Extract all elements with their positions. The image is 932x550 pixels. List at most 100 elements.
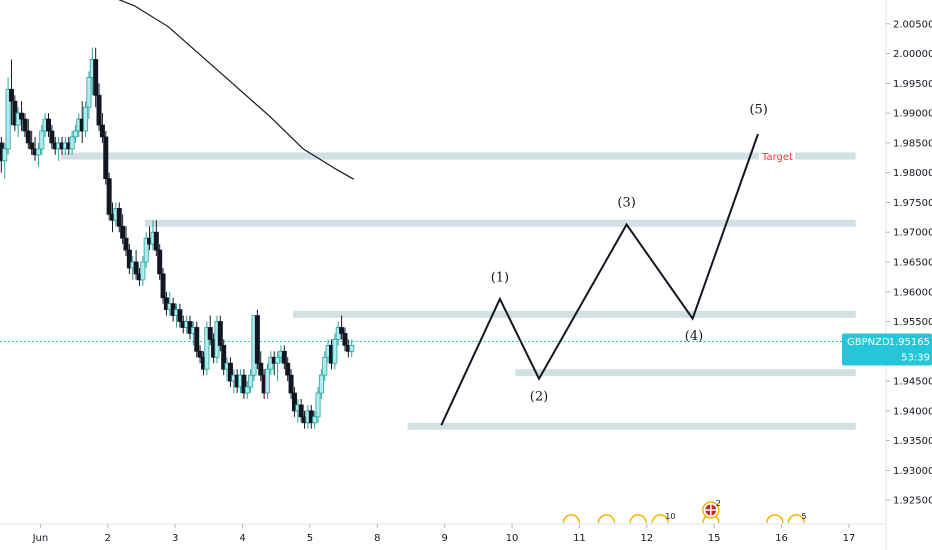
candle-body [221,344,227,370]
candle-body [258,362,264,376]
y-tick-label: 1.98500 [893,138,932,149]
candle [204,321,210,376]
zone-label-background [759,149,795,164]
candle [86,71,92,120]
candle-body [25,130,31,144]
candle [116,202,122,233]
candle-body [116,208,122,227]
candle [49,125,55,149]
last-price-label: 1.95165 [889,337,930,348]
candle-body [281,350,287,364]
candle-body [160,273,166,299]
candle [227,357,233,388]
event-marker[interactable]: 10 [651,512,675,523]
candle-countdown: 53:39 [901,352,930,363]
candle [197,345,203,364]
candle [312,410,318,429]
x-tick-label: 15 [708,533,721,544]
candle-body [72,130,78,138]
zone-band [60,152,856,160]
event-marker[interactable] [597,514,616,523]
time-axis[interactable]: Jun 2 3 4 5 8 9 10 11 12 15 16 17 [32,524,856,544]
wave-label: (5) [749,103,767,118]
event-marker[interactable]: 5 [787,512,806,523]
candle [72,125,78,143]
candle [221,339,227,376]
candle [46,113,52,137]
y-tick-label: 1.92500 [893,496,932,507]
economic-events[interactable]: 10 5 2 [562,499,806,523]
candle [254,309,260,370]
candle [25,119,31,149]
y-tick-label: 1.94500 [893,377,932,388]
y-tick-label: 1.94000 [893,406,932,417]
candle-body [315,392,321,418]
candle-body [241,374,247,394]
candle-body [126,249,132,269]
candle [103,131,109,185]
candle [29,131,35,155]
candle-body [69,136,75,150]
candle [342,327,348,352]
event-marker[interactable] [562,514,581,523]
event-marker[interactable] [629,514,647,523]
y-tick-label: 1.99000 [893,109,932,120]
candle-body [86,77,92,108]
candle [140,256,146,286]
candle [339,315,345,340]
candle-body [332,339,338,364]
last-price-badge-box [842,333,932,366]
candle-body [8,88,14,102]
candle-body [254,315,260,364]
candle-body [194,327,200,352]
y-tick-label: 2.00000 [893,49,932,60]
candle [275,351,281,382]
wave-label: (1) [491,271,509,286]
candle [153,220,159,257]
candle [194,321,200,358]
event-icon [787,514,806,523]
y-tick-label: 1.96000 [893,287,932,298]
candle-body [207,327,213,340]
candle-body [120,225,126,239]
wave-labels: (1) (2) (3) (4) (5) [491,103,768,405]
candle-body [285,362,291,376]
candle [83,101,89,137]
candle [349,339,355,358]
zone-band [407,422,856,430]
candle [2,142,8,179]
event-marker[interactable]: 2 [702,499,721,519]
candle [19,101,25,131]
y-tick-label: 1.98000 [893,168,932,179]
candle [22,113,28,137]
candle-body [227,362,233,382]
candle-body [39,130,45,150]
y-tick-label: 1.93000 [893,466,932,477]
candle-body [248,374,254,388]
candle [5,77,11,155]
candle [288,369,294,399]
candle [143,232,149,268]
candle-body [312,416,318,424]
candle-body [49,130,55,144]
wave-label: (4) [685,329,703,344]
candle [318,369,324,399]
x-tick-label: 12 [640,533,653,544]
candle-body [19,112,25,120]
x-tick-label: 9 [441,533,447,544]
x-tick-label: 17 [843,533,856,544]
event-count: 2 [716,499,721,508]
candle-body [140,261,146,281]
event-marker[interactable] [766,514,784,523]
candle-body [204,327,210,370]
event-count: 10 [665,512,675,521]
candle-body [46,118,52,132]
candle-body [322,356,328,376]
wave-label: (2) [530,390,548,405]
candle-body [197,350,203,358]
x-tick-label: Jun [32,533,49,544]
candle [69,131,75,155]
candle-body [177,309,183,322]
